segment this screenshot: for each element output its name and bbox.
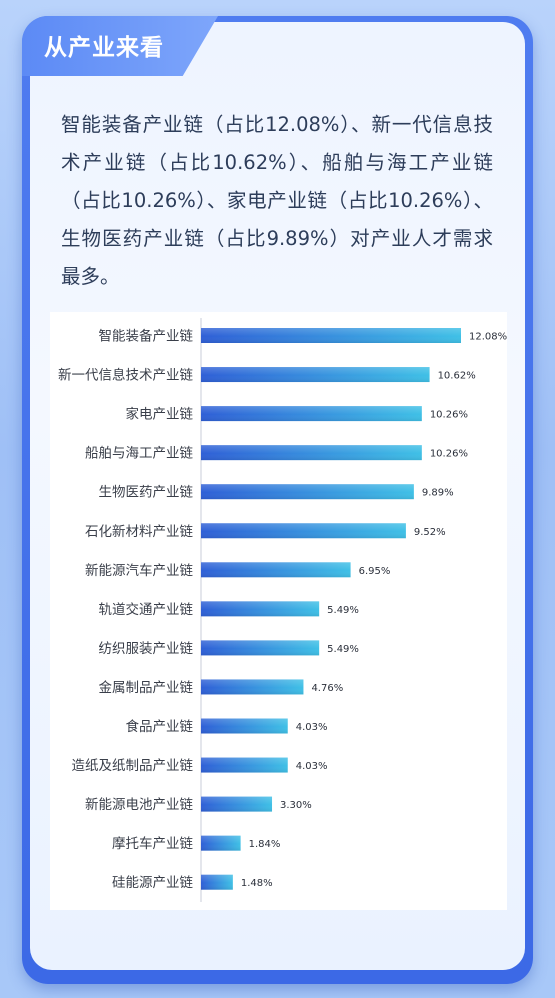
bar-shade bbox=[201, 445, 422, 461]
bar-shade bbox=[201, 835, 241, 851]
bar-shade bbox=[201, 562, 351, 578]
category-label: 新能源电池产业链 bbox=[85, 797, 193, 813]
category-label: 摩托车产业链 bbox=[112, 835, 193, 852]
value-label: 1.48% bbox=[241, 878, 273, 889]
bar-shade bbox=[201, 718, 288, 734]
value-label: 9.89% bbox=[422, 488, 454, 499]
bar-shade bbox=[201, 874, 233, 890]
category-label: 新一代信息技术产业链 bbox=[58, 367, 193, 384]
bar-shade bbox=[201, 640, 320, 656]
value-label: 10.26% bbox=[430, 449, 468, 460]
bar-shade bbox=[201, 328, 461, 343]
category-label: 新能源汽车产业链 bbox=[85, 562, 193, 579]
summary-text: 智能装备产业链（占比12.08%）、新一代信息技术产业链（占比10.62%）、船… bbox=[61, 113, 493, 288]
value-label: 1.84% bbox=[249, 839, 281, 850]
category-label: 食品产业链 bbox=[126, 718, 194, 735]
bar-shade bbox=[201, 796, 273, 812]
category-label: 纺织服装产业链 bbox=[99, 641, 194, 657]
category-label: 生物医药产业链 bbox=[99, 485, 194, 501]
category-label: 船舶与海工产业链 bbox=[85, 446, 193, 462]
bar-shade bbox=[201, 406, 422, 422]
value-label: 3.30% bbox=[280, 800, 312, 811]
bar-shade bbox=[201, 484, 414, 500]
value-label: 4.76% bbox=[311, 683, 343, 694]
page-title: 从产业来看 bbox=[44, 35, 164, 61]
value-label: 9.52% bbox=[414, 527, 446, 538]
value-label: 12.08% bbox=[469, 332, 507, 343]
category-label: 金属制品产业链 bbox=[99, 680, 194, 696]
value-label: 6.95% bbox=[359, 566, 391, 577]
category-label: 石化新材料产业链 bbox=[85, 524, 193, 540]
bar-shade bbox=[201, 601, 320, 617]
category-label: 硅能源产业链 bbox=[112, 875, 193, 891]
category-label: 造纸及纸制品产业链 bbox=[72, 758, 194, 774]
bar-shade bbox=[201, 757, 288, 773]
value-label: 4.03% bbox=[296, 722, 328, 733]
category-label: 家电产业链 bbox=[126, 406, 194, 423]
bar-shade bbox=[201, 367, 430, 383]
category-label: 轨道交通产业链 bbox=[99, 601, 194, 618]
value-label: 5.49% bbox=[327, 644, 359, 655]
header-tab bbox=[22, 16, 218, 76]
value-label: 10.26% bbox=[430, 410, 468, 421]
bar-shade bbox=[201, 679, 304, 695]
value-label: 4.03% bbox=[296, 761, 328, 772]
category-label: 智能装备产业链 bbox=[99, 328, 194, 345]
value-label: 5.49% bbox=[327, 605, 359, 616]
bar-shade bbox=[201, 523, 406, 539]
value-label: 10.62% bbox=[438, 371, 476, 382]
